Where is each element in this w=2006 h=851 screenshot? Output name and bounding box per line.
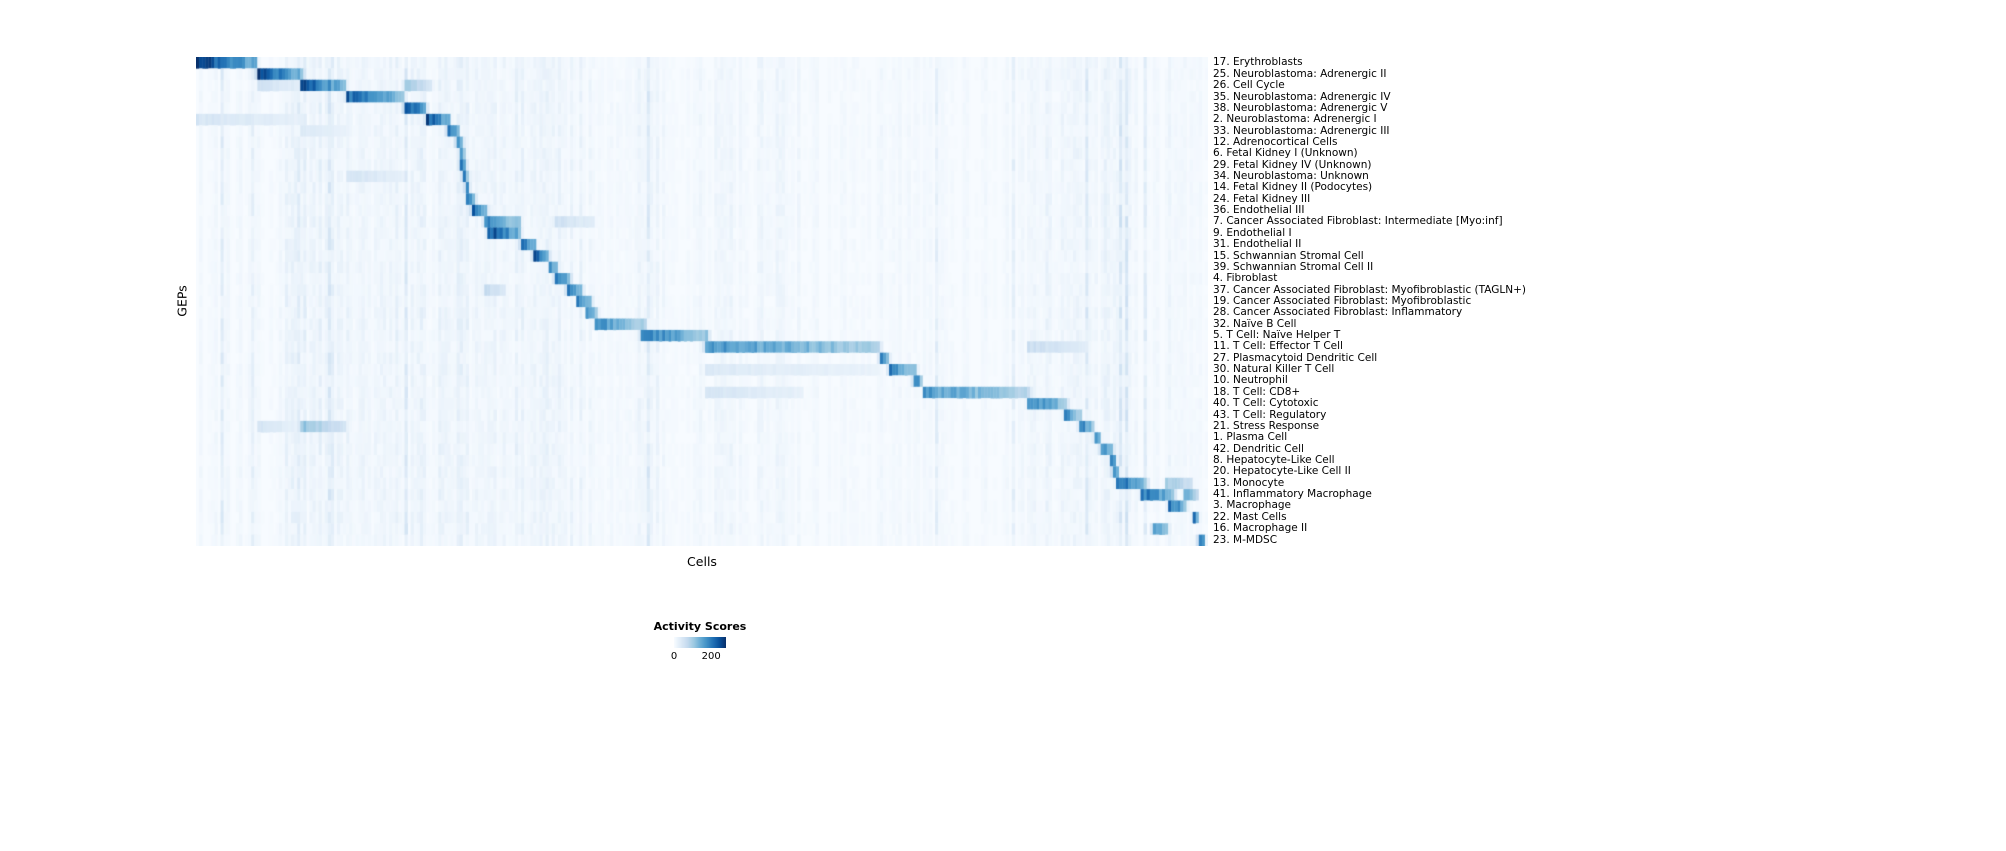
row-label: 29. Fetal Kidney IV (Unknown) <box>1213 158 1372 171</box>
legend-ticks: 0 200 <box>670 651 726 663</box>
row-label: 32. Naïve B Cell <box>1213 317 1297 330</box>
heatmap-canvas <box>196 57 1208 546</box>
row-label: 21. Stress Response <box>1213 419 1320 432</box>
row-label: 43. T Cell: Regulatory <box>1213 408 1327 421</box>
row-label: 27. Plasmacytoid Dendritic Cell <box>1213 351 1378 364</box>
row-label: 40. T Cell: Cytotoxic <box>1213 397 1319 410</box>
row-label: 3. Macrophage <box>1213 499 1292 512</box>
row-label: 10. Neutrophil <box>1213 374 1288 387</box>
row-label: 11. T Cell: Effector T Cell <box>1213 340 1343 353</box>
row-label: 38. Neuroblastoma: Adrenergic V <box>1213 101 1388 114</box>
row-label: 6. Fetal Kidney I (Unknown) <box>1213 147 1358 160</box>
row-label: 39. Schwannian Stromal Cell II <box>1213 260 1374 273</box>
row-label: 24. Fetal Kidney III <box>1213 192 1311 205</box>
row-label: 18. T Cell: CD8+ <box>1213 385 1301 398</box>
legend-tick-max: 200 <box>701 651 721 662</box>
row-label: 1. Plasma Cell <box>1213 431 1288 444</box>
row-label: 15. Schwannian Stromal Cell <box>1213 249 1364 262</box>
y-axis-label: GEPs <box>174 285 190 317</box>
row-label: 31. Endothelial II <box>1213 238 1302 251</box>
row-label: 2. Neuroblastoma: Adrenergic I <box>1213 113 1377 126</box>
row-label: 5. T Cell: Naïve Helper T <box>1213 329 1341 342</box>
row-label: 34. Neuroblastoma: Unknown <box>1213 170 1369 183</box>
row-label: 12. Adrenocortical Cells <box>1213 135 1338 148</box>
row-label: 33. Neuroblastoma: Adrenergic III <box>1213 124 1390 137</box>
row-label: 22. Mast Cells <box>1213 510 1287 523</box>
row-label: 37. Cancer Associated Fibroblast: Myofib… <box>1213 283 1526 296</box>
row-label: 17. Erythroblasts <box>1213 56 1303 69</box>
row-label: 14. Fetal Kidney II (Podocytes) <box>1213 181 1373 194</box>
row-label: 13. Monocyte <box>1213 476 1285 489</box>
row-label: 8. Hepatocyte-Like Cell <box>1213 454 1335 466</box>
row-label: 35. Neuroblastoma: Adrenergic IV <box>1213 90 1391 103</box>
row-label: 36. Endothelial III <box>1213 204 1305 217</box>
x-axis-label: Cells <box>687 554 717 569</box>
row-labels: 17. Erythroblasts 25. Neuroblastoma: Adre… <box>1213 57 1526 546</box>
legend-title: Activity Scores <box>653 620 747 633</box>
legend-colorbar <box>674 637 726 648</box>
row-label: 25. Neuroblastoma: Adrenergic II <box>1213 67 1387 80</box>
row-label: 42. Dendritic Cell <box>1213 442 1304 455</box>
row-label: 19. Cancer Associated Fibroblast: Myofib… <box>1213 294 1472 307</box>
row-label: 28. Cancer Associated Fibroblast: Inflam… <box>1213 306 1463 319</box>
row-label: 7. Cancer Associated Fibroblast: Interme… <box>1213 215 1503 228</box>
legend: Activity Scores 0 200 <box>625 620 775 663</box>
row-label: 4. Fibroblast <box>1213 272 1278 285</box>
legend-tick-min: 0 <box>670 651 678 662</box>
row-label: 23. M-MDSC <box>1213 533 1278 546</box>
row-label: 20. Hepatocyte-Like Cell II <box>1213 465 1351 478</box>
row-label: 9. Endothelial I <box>1213 226 1292 239</box>
row-label: 30. Natural Killer T Cell <box>1213 363 1335 376</box>
row-label: 41. Inflammatory Macrophage <box>1213 488 1372 501</box>
row-label: 26. Cell Cycle <box>1213 79 1285 92</box>
row-label: 16. Macrophage II <box>1213 522 1308 535</box>
